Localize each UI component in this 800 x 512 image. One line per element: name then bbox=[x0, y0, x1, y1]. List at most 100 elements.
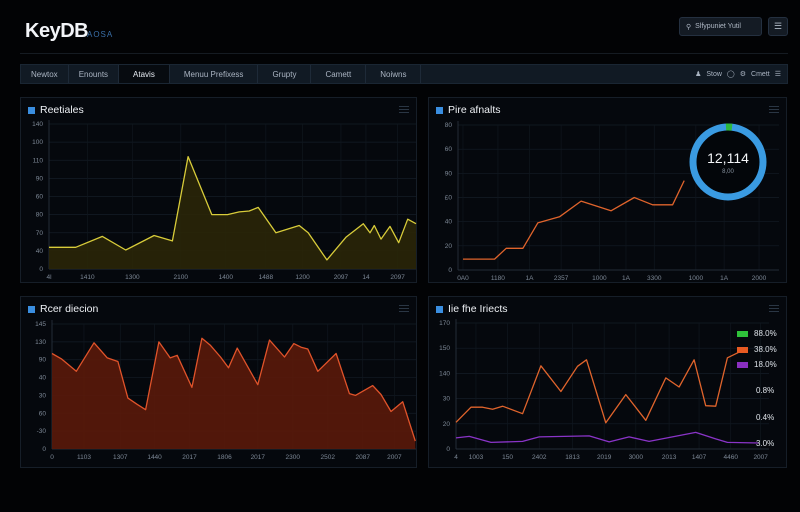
y-tick-label: 0 bbox=[39, 266, 43, 273]
x-tick-label: 1A bbox=[526, 275, 535, 282]
panel-reetiales: Reetiales 0 40 70 80 60 90 110 100 140 4l 1410 1300… bbox=[20, 97, 417, 283]
legend-label: 18.0% bbox=[754, 360, 777, 369]
x-tick-label: 1000 bbox=[592, 275, 607, 282]
y-tick-label: 0 bbox=[448, 267, 452, 274]
panel-title: Pire afnalts bbox=[448, 104, 501, 116]
chart-iie-fhe-iriects: 0 20 30 140 150 170 4 1003 150 2402 1813 2019 3000 20… bbox=[439, 319, 769, 461]
x-tick-label: 4l bbox=[46, 274, 52, 281]
y-tick-label: 60 bbox=[39, 410, 47, 417]
x-tick-label: 2007 bbox=[387, 454, 402, 461]
tab-noiwns[interactable]: Noiwns bbox=[366, 65, 422, 83]
donut-gauge bbox=[689, 123, 767, 201]
x-tick-label: 1A bbox=[720, 275, 729, 282]
user-icon[interactable]: ♟ bbox=[695, 71, 702, 78]
panel-title: Reetiales bbox=[40, 104, 84, 116]
panel-menu-icon[interactable] bbox=[399, 106, 409, 113]
x-tick-label: 1400 bbox=[219, 274, 234, 281]
x-tick-label: 1407 bbox=[692, 454, 707, 461]
x-tick-label: 4 bbox=[454, 454, 458, 461]
tab-grupty[interactable]: Grupty bbox=[258, 65, 312, 83]
y-tick-label: 40 bbox=[445, 219, 453, 226]
tab-newtox[interactable]: Newtox bbox=[21, 65, 69, 83]
x-tick-label: 14 bbox=[362, 274, 370, 281]
y-tick-label: 60 bbox=[36, 194, 44, 201]
legend-item: 18.0% bbox=[737, 360, 777, 369]
x-tick-label: 2097 bbox=[334, 274, 349, 281]
app-logo: KeyDB bbox=[25, 20, 89, 42]
search-icon: ⚲ bbox=[686, 23, 692, 31]
y-tick-label: 130 bbox=[35, 339, 46, 346]
right-axis-label: 0.4% bbox=[756, 413, 775, 422]
y-tick-label: 80 bbox=[36, 212, 44, 219]
search-button[interactable]: ⚲ Slfypuniet Yutil bbox=[679, 17, 762, 36]
search-label: Slfypuniet Yutil bbox=[695, 23, 741, 30]
x-tick-label: 1200 bbox=[295, 274, 310, 281]
y-tick-label: 140 bbox=[439, 370, 450, 377]
app-logo-subtitle: AOSA bbox=[87, 30, 114, 39]
legend-label: 38.0% bbox=[754, 345, 777, 354]
panel-menu-icon[interactable] bbox=[769, 305, 779, 312]
gear-icon[interactable]: ⚙ bbox=[739, 71, 747, 78]
panel-icon bbox=[436, 305, 443, 313]
x-tick-label: 1180 bbox=[491, 275, 505, 282]
x-tick-label: 3000 bbox=[629, 454, 644, 461]
count-link[interactable]: Cmett bbox=[751, 70, 770, 78]
panel-title: Iie fhe Iriects bbox=[448, 303, 508, 315]
panel-menu-icon[interactable] bbox=[399, 305, 409, 312]
legend-swatch bbox=[737, 330, 748, 337]
x-tick-label: 1488 bbox=[259, 274, 274, 281]
x-tick-label: 2013 bbox=[662, 454, 677, 461]
tab-enounts[interactable]: Enounts bbox=[69, 65, 120, 83]
y-tick-label: 20 bbox=[443, 421, 451, 428]
panel-menu-icon[interactable] bbox=[769, 106, 779, 113]
share-link[interactable]: Stow bbox=[706, 70, 722, 78]
y-tick-label: 90 bbox=[36, 175, 44, 182]
chart-reetiales: 0 40 70 80 60 90 110 100 140 4l 1410 1300 2100 1400 14… bbox=[32, 120, 417, 281]
x-tick-label: 1307 bbox=[113, 454, 128, 461]
x-tick-label: 2087 bbox=[355, 454, 370, 461]
tab-atavis[interactable]: Atavis bbox=[119, 65, 170, 83]
y-tick-label: 70 bbox=[36, 230, 44, 237]
nav-bar: Newtox Enounts Atavis Menuu Prefixess Gr… bbox=[20, 64, 788, 84]
y-tick-label: 20 bbox=[445, 243, 453, 250]
x-tick-label: 1003 bbox=[469, 454, 484, 461]
series-area bbox=[49, 156, 416, 269]
list-icon: ☰ bbox=[773, 21, 783, 31]
legend-label: 88.0% bbox=[754, 329, 777, 338]
x-tick-label: 2502 bbox=[321, 454, 336, 461]
y-tick-label: 0 bbox=[446, 446, 450, 453]
menu-icon[interactable]: ☰ bbox=[774, 71, 781, 78]
x-tick-label: 2300 bbox=[286, 454, 301, 461]
donut-value: 12,114 bbox=[707, 150, 749, 166]
donut-bg bbox=[691, 125, 765, 199]
x-tick-label: 2007 bbox=[753, 454, 768, 461]
x-tick-label: 1A bbox=[622, 275, 631, 282]
y-tick-label: 30 bbox=[39, 392, 47, 399]
y-tick-label: 145 bbox=[35, 321, 46, 328]
legend-swatch bbox=[737, 346, 748, 353]
y-tick-label: 90 bbox=[39, 357, 47, 364]
y-tick-label: 40 bbox=[39, 375, 47, 382]
y-tick-label: £0 bbox=[445, 195, 453, 202]
y-tick-label: 90 bbox=[445, 170, 453, 177]
y-tick-label: 170 bbox=[439, 320, 450, 327]
right-axis-label: 3.0% bbox=[756, 439, 775, 448]
x-tick-label: 2100 bbox=[174, 274, 189, 281]
y-tick-label: 0 bbox=[42, 446, 46, 453]
series-line bbox=[463, 180, 685, 260]
tab-menu-prefixes[interactable]: Menuu Prefixess bbox=[170, 65, 259, 83]
x-tick-label: 2357 bbox=[554, 275, 569, 282]
donut-subtitle: 8,00 bbox=[722, 169, 734, 175]
chart-rcer-diecion: 0 -30 60 30 40 90 130 145 0 1103 1307 1440 2017 1806 2… bbox=[35, 320, 416, 461]
x-tick-label: 1410 bbox=[80, 274, 95, 281]
panel-icon bbox=[28, 305, 35, 313]
y-tick-label: 60 bbox=[445, 146, 453, 153]
legend-swatch bbox=[737, 361, 748, 368]
tab-camett[interactable]: Camett bbox=[311, 65, 367, 83]
y-tick-label: 140 bbox=[32, 121, 43, 128]
panel-iie-fhe-iriects: Iie fhe Iriects 0 20 30 140 150 170 4 1003 150 24… bbox=[428, 296, 787, 468]
bell-icon[interactable]: ◯ bbox=[726, 71, 735, 78]
series-area bbox=[52, 338, 416, 449]
list-menu-button[interactable]: ☰ bbox=[768, 17, 788, 36]
x-tick-label: 2097 bbox=[390, 274, 405, 281]
